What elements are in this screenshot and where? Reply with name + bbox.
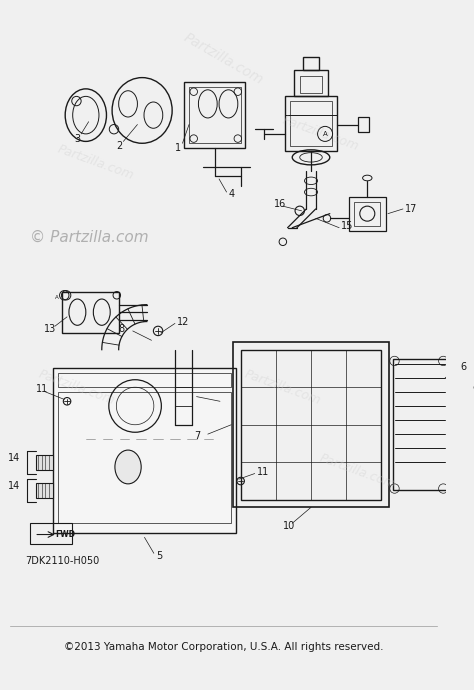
Text: 3: 3 bbox=[74, 134, 81, 144]
Text: A: A bbox=[55, 295, 59, 299]
Bar bbox=[285, 97, 337, 151]
Text: FWD: FWD bbox=[55, 530, 75, 539]
Text: 7: 7 bbox=[194, 431, 200, 441]
Text: 13: 13 bbox=[44, 324, 56, 334]
Bar bbox=[233, 342, 389, 507]
Bar bbox=[241, 350, 382, 500]
Text: 11: 11 bbox=[36, 384, 48, 394]
Text: 17: 17 bbox=[405, 204, 417, 214]
Bar bbox=[36, 483, 53, 498]
Text: Partzilla.com: Partzilla.com bbox=[318, 452, 398, 491]
Ellipse shape bbox=[115, 450, 141, 484]
Text: © Partzilla.com: © Partzilla.com bbox=[29, 230, 148, 244]
Text: 9: 9 bbox=[473, 385, 474, 395]
Text: 14: 14 bbox=[8, 453, 20, 462]
Bar bbox=[354, 202, 381, 226]
Text: Partzilla.com: Partzilla.com bbox=[182, 30, 266, 87]
Text: Partzilla.com: Partzilla.com bbox=[243, 367, 323, 407]
Text: 6: 6 bbox=[460, 362, 466, 372]
Text: Partzilla.com: Partzilla.com bbox=[55, 142, 135, 182]
Bar bbox=[58, 373, 231, 387]
Text: 14: 14 bbox=[8, 481, 20, 491]
Text: 4: 4 bbox=[228, 189, 235, 199]
Bar bbox=[392, 359, 449, 491]
Text: 2: 2 bbox=[116, 141, 122, 151]
Text: 5: 5 bbox=[156, 551, 162, 561]
Bar bbox=[303, 57, 319, 70]
Bar bbox=[189, 87, 241, 144]
Bar bbox=[300, 76, 322, 92]
Bar bbox=[294, 70, 328, 97]
Bar bbox=[184, 82, 246, 148]
Bar bbox=[36, 455, 53, 470]
Bar bbox=[53, 368, 236, 533]
Text: 10: 10 bbox=[283, 521, 295, 531]
Text: 1: 1 bbox=[175, 143, 181, 153]
Bar bbox=[291, 101, 332, 146]
Bar bbox=[29, 523, 72, 544]
Bar bbox=[58, 392, 231, 523]
Text: Partzilla.com: Partzilla.com bbox=[281, 114, 360, 154]
Bar bbox=[348, 197, 386, 230]
Text: A: A bbox=[323, 131, 328, 137]
Bar bbox=[63, 291, 118, 333]
Text: 11: 11 bbox=[256, 466, 269, 477]
Text: 8: 8 bbox=[118, 324, 125, 334]
Text: ©2013 Yamaha Motor Corporation, U.S.A. All rights reserved.: ©2013 Yamaha Motor Corporation, U.S.A. A… bbox=[64, 642, 383, 652]
Bar bbox=[358, 117, 369, 132]
Text: Partzilla.com: Partzilla.com bbox=[36, 367, 117, 407]
Text: 12: 12 bbox=[177, 317, 189, 326]
Text: 7DK2110-H050: 7DK2110-H050 bbox=[25, 555, 99, 566]
Text: 15: 15 bbox=[341, 221, 354, 231]
Text: 16: 16 bbox=[273, 199, 286, 209]
